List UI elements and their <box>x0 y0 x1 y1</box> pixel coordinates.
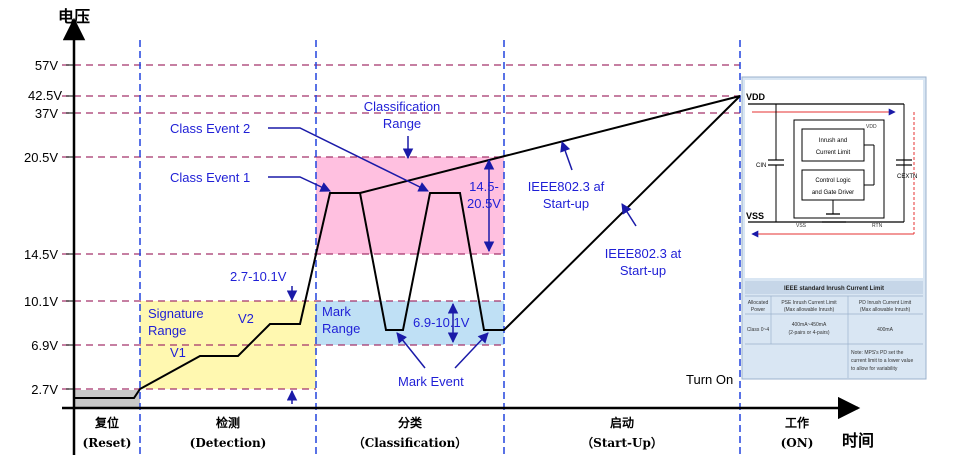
annotation-arrows <box>268 127 637 404</box>
voltage-labels: 57V 42.5V 37V 20.5V 14.5V 10.1V 6.9V 2.7… <box>24 58 62 397</box>
voltage-waveform <box>74 95 741 399</box>
mark-event-arrow-1 <box>396 332 426 369</box>
range-14-20-label-1: 14.5- <box>469 179 499 194</box>
phase-detection-en: (Detection) <box>190 436 267 450</box>
classification-range-label-2: Range <box>383 116 421 131</box>
inset-col2-h2: (Max allowable Inrush) <box>784 307 835 313</box>
inset-vss-label: VSS <box>746 211 764 221</box>
label-2-7v: 2.7V <box>31 382 58 397</box>
inset-row-pse-2: (2-pairs or 4-pairs) <box>788 330 829 336</box>
range-2-7-10-1-label: 2.7-10.1V <box>230 269 287 284</box>
inset-inrush-label-1: Inrush and <box>819 138 847 144</box>
classification-range-label-1: Classification <box>364 99 441 114</box>
phase-dividers <box>139 40 741 455</box>
inset-col3-h1: PD Inrush Current Limit <box>859 300 912 306</box>
phase-reset-cn: 复位 <box>94 415 119 430</box>
inset-note-1: Note: MPS's PD set the <box>851 350 904 356</box>
label-37v: 37V <box>35 106 58 121</box>
phase-startup-en: （Start-Up） <box>581 435 663 450</box>
label-10-1v: 10.1V <box>24 294 58 309</box>
class-event-2-arrow <box>268 127 429 192</box>
at-arrow <box>621 203 637 227</box>
inset-table-title: IEEE standard Inrush Current Limit <box>784 286 884 292</box>
range-6-9-10-1-label: 6.9-10.1V <box>413 315 470 330</box>
inset-cin-label: CIN <box>756 163 766 169</box>
phase-detection-cn: 检测 <box>216 415 240 430</box>
mark-event-arrow-2 <box>454 332 489 369</box>
phase-labels: 复位 (Reset) 检测 (Detection) 分类 （Classifica… <box>83 415 814 450</box>
phase-classification-cn: 分类 <box>398 415 423 430</box>
label-6-9v: 6.9V <box>31 338 58 353</box>
inset-pin-vss: VSS <box>796 223 807 229</box>
y-ticks <box>66 64 74 390</box>
inset-inrush-label-2: Current Limit <box>816 150 851 156</box>
inset-inrush-block <box>801 128 865 162</box>
inset-col2-h1: PSE Inrush Current Limit <box>781 300 837 306</box>
v2-label: V2 <box>238 311 254 326</box>
class-event-2-label: Class Event 2 <box>170 121 250 136</box>
inset-control-label-2: and Gate Driver <box>812 190 854 196</box>
phase-on-cn: 工作 <box>785 415 809 430</box>
af-arrow <box>560 141 573 171</box>
label-14-5v: 14.5V <box>24 247 58 262</box>
signature-range-label-2: Range <box>148 323 186 338</box>
phase-startup-cn: 启动 <box>610 415 634 430</box>
at-startup-label-2: Start-up <box>620 263 666 278</box>
annotation-labels: Classification Range Class Event 2 Class… <box>148 99 682 389</box>
y-axis-title: 电压 <box>58 7 90 26</box>
inset-note-2: current limit to a lower value <box>851 358 913 364</box>
inrush-inset: VDD VSS CIN CEXTN Inrush and Current Lim… <box>741 76 927 380</box>
mark-range-label-1: Mark <box>322 304 351 319</box>
label-57v: 57V <box>35 58 58 73</box>
mark-event-label: Mark Event <box>398 374 464 389</box>
phase-classification-en: （Classification） <box>353 435 468 450</box>
voltage-gridlines <box>62 64 740 390</box>
mark-range-label-2: Range <box>322 321 360 336</box>
inset-control-label-1: Control Logic <box>815 178 850 184</box>
v1-label: V1 <box>170 345 186 360</box>
inset-note-3: to allow for variability <box>851 366 898 372</box>
class-event-1-label: Class Event 1 <box>170 170 250 185</box>
turn-on-label: Turn On <box>686 372 733 387</box>
inset-cextn-label: CEXTN <box>897 174 917 180</box>
inset-col1-h1: Allocated <box>748 300 769 306</box>
af-startup-line <box>359 95 741 194</box>
inset-table-title-bar <box>745 281 923 294</box>
class-event-1-arrow <box>268 176 331 192</box>
inset-vdd-label: VDD <box>746 92 766 102</box>
phase-on-en: (ON) <box>781 436 814 450</box>
x-axis-title: 时间 <box>842 431 874 450</box>
at-startup-label-1: IEEE802.3 at <box>605 246 682 261</box>
inset-row-class: Class 0~4 <box>747 327 770 333</box>
signature-range-label-1: Signature <box>148 306 204 321</box>
inset-row-pd: 400mA <box>877 327 894 333</box>
inset-pin-vdd: VDD <box>866 124 877 130</box>
label-20-5v: 20.5V <box>24 150 58 165</box>
range-14-20-label-2: 20.5V <box>467 196 501 211</box>
signature-range-region <box>140 301 316 389</box>
af-startup-label-1: IEEE802.3 af <box>528 179 605 194</box>
inset-row-pse-1: 400mA~450mA <box>792 322 827 328</box>
phase-reset-en: (Reset) <box>83 436 132 450</box>
classification-range-region <box>316 157 504 254</box>
mark-range-region <box>316 301 504 345</box>
inset-col3-h2: (Max allowable Inrush) <box>860 307 911 313</box>
af-startup-label-2: Start-up <box>543 196 589 211</box>
inset-col1-h2: Power <box>751 307 766 313</box>
inset-pin-rtn: RTN <box>872 223 883 229</box>
label-42-5v: 42.5V <box>28 88 62 103</box>
